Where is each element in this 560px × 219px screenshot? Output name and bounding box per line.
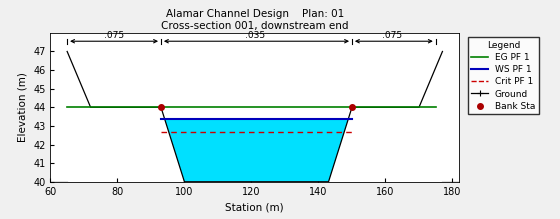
Y-axis label: Elevation (m): Elevation (m): [17, 72, 27, 142]
Text: .075: .075: [104, 31, 124, 40]
X-axis label: Station (m): Station (m): [226, 202, 284, 212]
Text: .075: .075: [382, 31, 402, 40]
Text: .035: .035: [245, 31, 265, 40]
Polygon shape: [165, 119, 348, 182]
Legend: EG PF 1, WS PF 1, Crit PF 1, Ground, Bank Sta: EG PF 1, WS PF 1, Crit PF 1, Ground, Ban…: [468, 37, 539, 114]
Title: Alamar Channel Design    Plan: 01
Cross-section 001, downstream end: Alamar Channel Design Plan: 01 Cross-sec…: [161, 9, 348, 31]
